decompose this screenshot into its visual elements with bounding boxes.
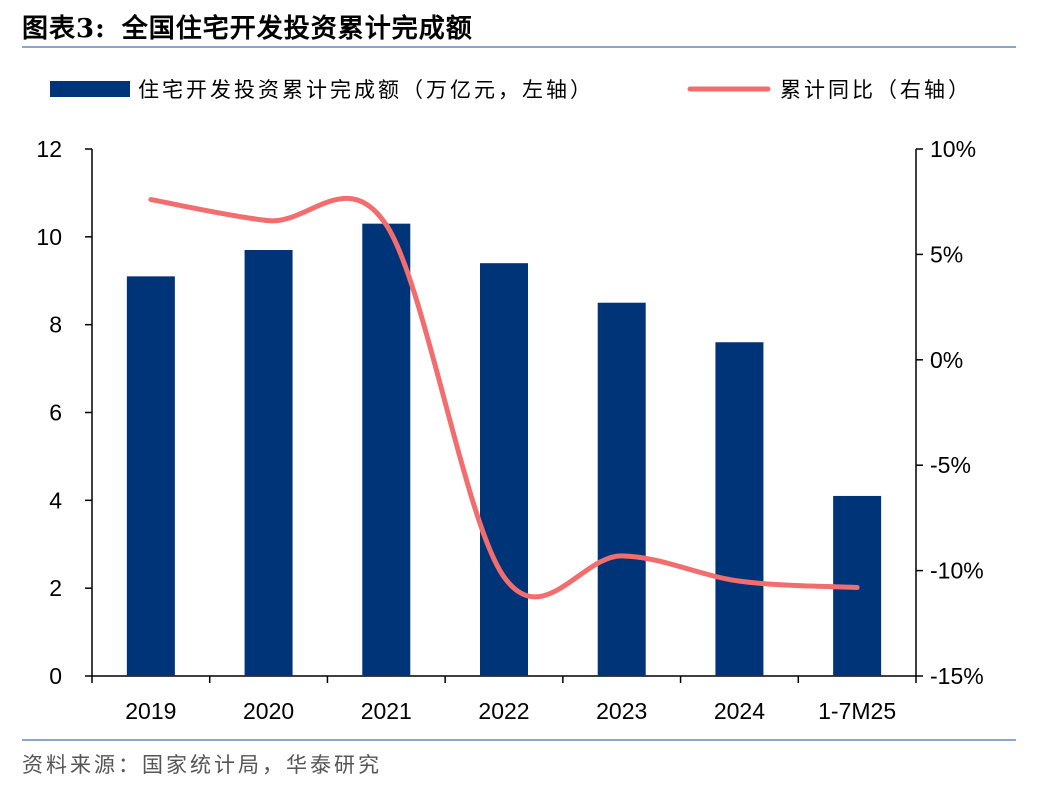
x-tick-label: 2019 bbox=[125, 698, 176, 724]
axes: 0 2 4 6 8 10 12 -15% -10% -5% 0% 5% 10% 2019 2020 2021 2… bbox=[36, 136, 983, 724]
yoy-line bbox=[148, 195, 860, 600]
x-tick-label: 2024 bbox=[714, 698, 765, 724]
right-tick-label: 10% bbox=[930, 136, 976, 162]
top-rule bbox=[22, 46, 1016, 48]
bottom-rule bbox=[22, 739, 1016, 741]
source-note: 资料来源：国家统计局，华泰研究 bbox=[22, 753, 382, 777]
bar bbox=[362, 223, 411, 677]
bar bbox=[715, 342, 764, 676]
legend-bar-label: 住宅开发投资累计完成额（万亿元，左轴） bbox=[138, 78, 594, 102]
bar bbox=[597, 302, 646, 676]
legend: 住宅开发投资累计完成额（万亿元，左轴） 累计同比（右轴） bbox=[50, 78, 972, 102]
right-tick-label: 5% bbox=[930, 241, 963, 267]
x-tick-label: 2021 bbox=[361, 698, 412, 724]
legend-bar-swatch bbox=[50, 81, 130, 97]
figure-title: 图表3: 全国住宅开发投资累计完成额 bbox=[22, 8, 473, 45]
left-tick-label: 0 bbox=[49, 663, 62, 689]
legend-line-label: 累计同比（右轴） bbox=[780, 78, 972, 102]
figure-number: 图表3: bbox=[22, 14, 106, 44]
line-series bbox=[148, 195, 860, 600]
figure-title-text: 全国住宅开发投资累计完成额 bbox=[121, 14, 473, 44]
right-tick-label: -5% bbox=[930, 452, 971, 478]
x-tick-label: 1-7M25 bbox=[818, 698, 896, 724]
right-tick-label: -15% bbox=[930, 663, 984, 689]
left-tick-label: 4 bbox=[49, 487, 62, 513]
left-tick-label: 10 bbox=[36, 224, 62, 250]
left-tick-label: 8 bbox=[49, 312, 62, 338]
bar bbox=[244, 250, 293, 676]
bar bbox=[126, 276, 175, 676]
bar-series bbox=[126, 223, 882, 677]
bar bbox=[480, 263, 528, 676]
x-tick-label: 2023 bbox=[596, 698, 647, 724]
left-tick-label: 6 bbox=[49, 400, 62, 426]
x-tick-label: 2022 bbox=[478, 698, 529, 724]
right-tick-label: 0% bbox=[930, 347, 963, 373]
left-tick-label: 2 bbox=[49, 575, 62, 601]
x-tick-label: 2020 bbox=[243, 698, 294, 724]
left-tick-label: 12 bbox=[36, 136, 62, 162]
right-tick-label: -10% bbox=[930, 558, 984, 584]
